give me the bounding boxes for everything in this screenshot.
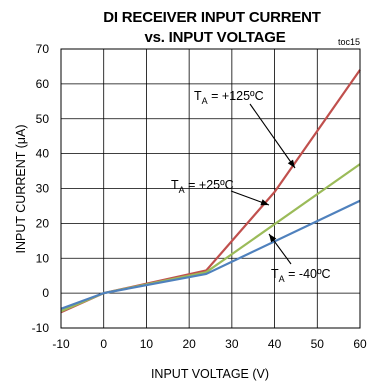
- plot-frame: [60, 48, 361, 329]
- x-tick-label: 10: [140, 337, 154, 351]
- chart-title: DI RECEIVER INPUT CURRENT: [103, 9, 321, 26]
- annotation-arrow-minus40c: [268, 233, 292, 265]
- y-tick-label: 70: [36, 42, 50, 56]
- y-axis-label: INPUT CURRENT (μA): [14, 125, 28, 254]
- y-tick-label: 60: [36, 77, 50, 91]
- y-tick-label: 0: [42, 286, 49, 300]
- x-tick-label: 60: [353, 337, 367, 351]
- annotation-minus40c: TA = -40ºC: [271, 267, 331, 284]
- x-tick-labels: -10 0 10 20 30 40 50 60: [52, 337, 367, 351]
- y-tick-label: 50: [36, 112, 50, 126]
- x-tick-label: 30: [225, 337, 239, 351]
- annotation-arrow-125c: [249, 103, 296, 169]
- y-tick-label: 30: [36, 182, 50, 196]
- y-tick-label: 20: [36, 216, 50, 230]
- annotation-arrow-25c: [230, 190, 270, 206]
- annotation-25c: TA = +25ºC: [171, 178, 234, 195]
- annotation-arrows: [230, 103, 296, 265]
- x-tick-label: 40: [268, 337, 282, 351]
- series-lines: [60, 69, 361, 314]
- x-tick-label: 50: [311, 337, 325, 351]
- x-axis-label: INPUT VOLTAGE (V): [151, 367, 269, 381]
- series-line-2: [60, 199, 361, 310]
- y-tick-label: 40: [36, 147, 50, 161]
- y-tick-labels: -10 0 10 20 30 40 50 60 70: [32, 42, 50, 335]
- y-tick-label: -10: [32, 321, 50, 335]
- grid-lines: [61, 49, 360, 328]
- x-tick-label: 0: [100, 337, 107, 351]
- chart-code: toc15: [338, 37, 360, 47]
- annotation-125c: TA = +125ºC: [194, 89, 264, 106]
- y-tick-label: 10: [36, 251, 50, 265]
- x-tick-label: -10: [52, 337, 70, 351]
- chart-subtitle: vs. INPUT VOLTAGE: [144, 29, 285, 46]
- x-tick-label: 20: [182, 337, 196, 351]
